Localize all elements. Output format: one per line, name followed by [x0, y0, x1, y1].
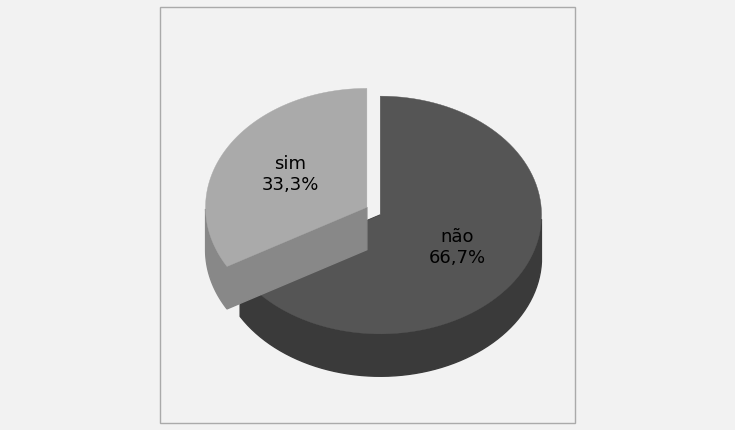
- Polygon shape: [206, 209, 227, 309]
- Text: sim
33,3%: sim 33,3%: [262, 155, 319, 194]
- Polygon shape: [240, 215, 380, 316]
- Polygon shape: [206, 89, 367, 267]
- Polygon shape: [240, 219, 542, 376]
- Polygon shape: [227, 207, 367, 309]
- Polygon shape: [240, 96, 542, 334]
- Text: não
66,7%: não 66,7%: [429, 228, 486, 267]
